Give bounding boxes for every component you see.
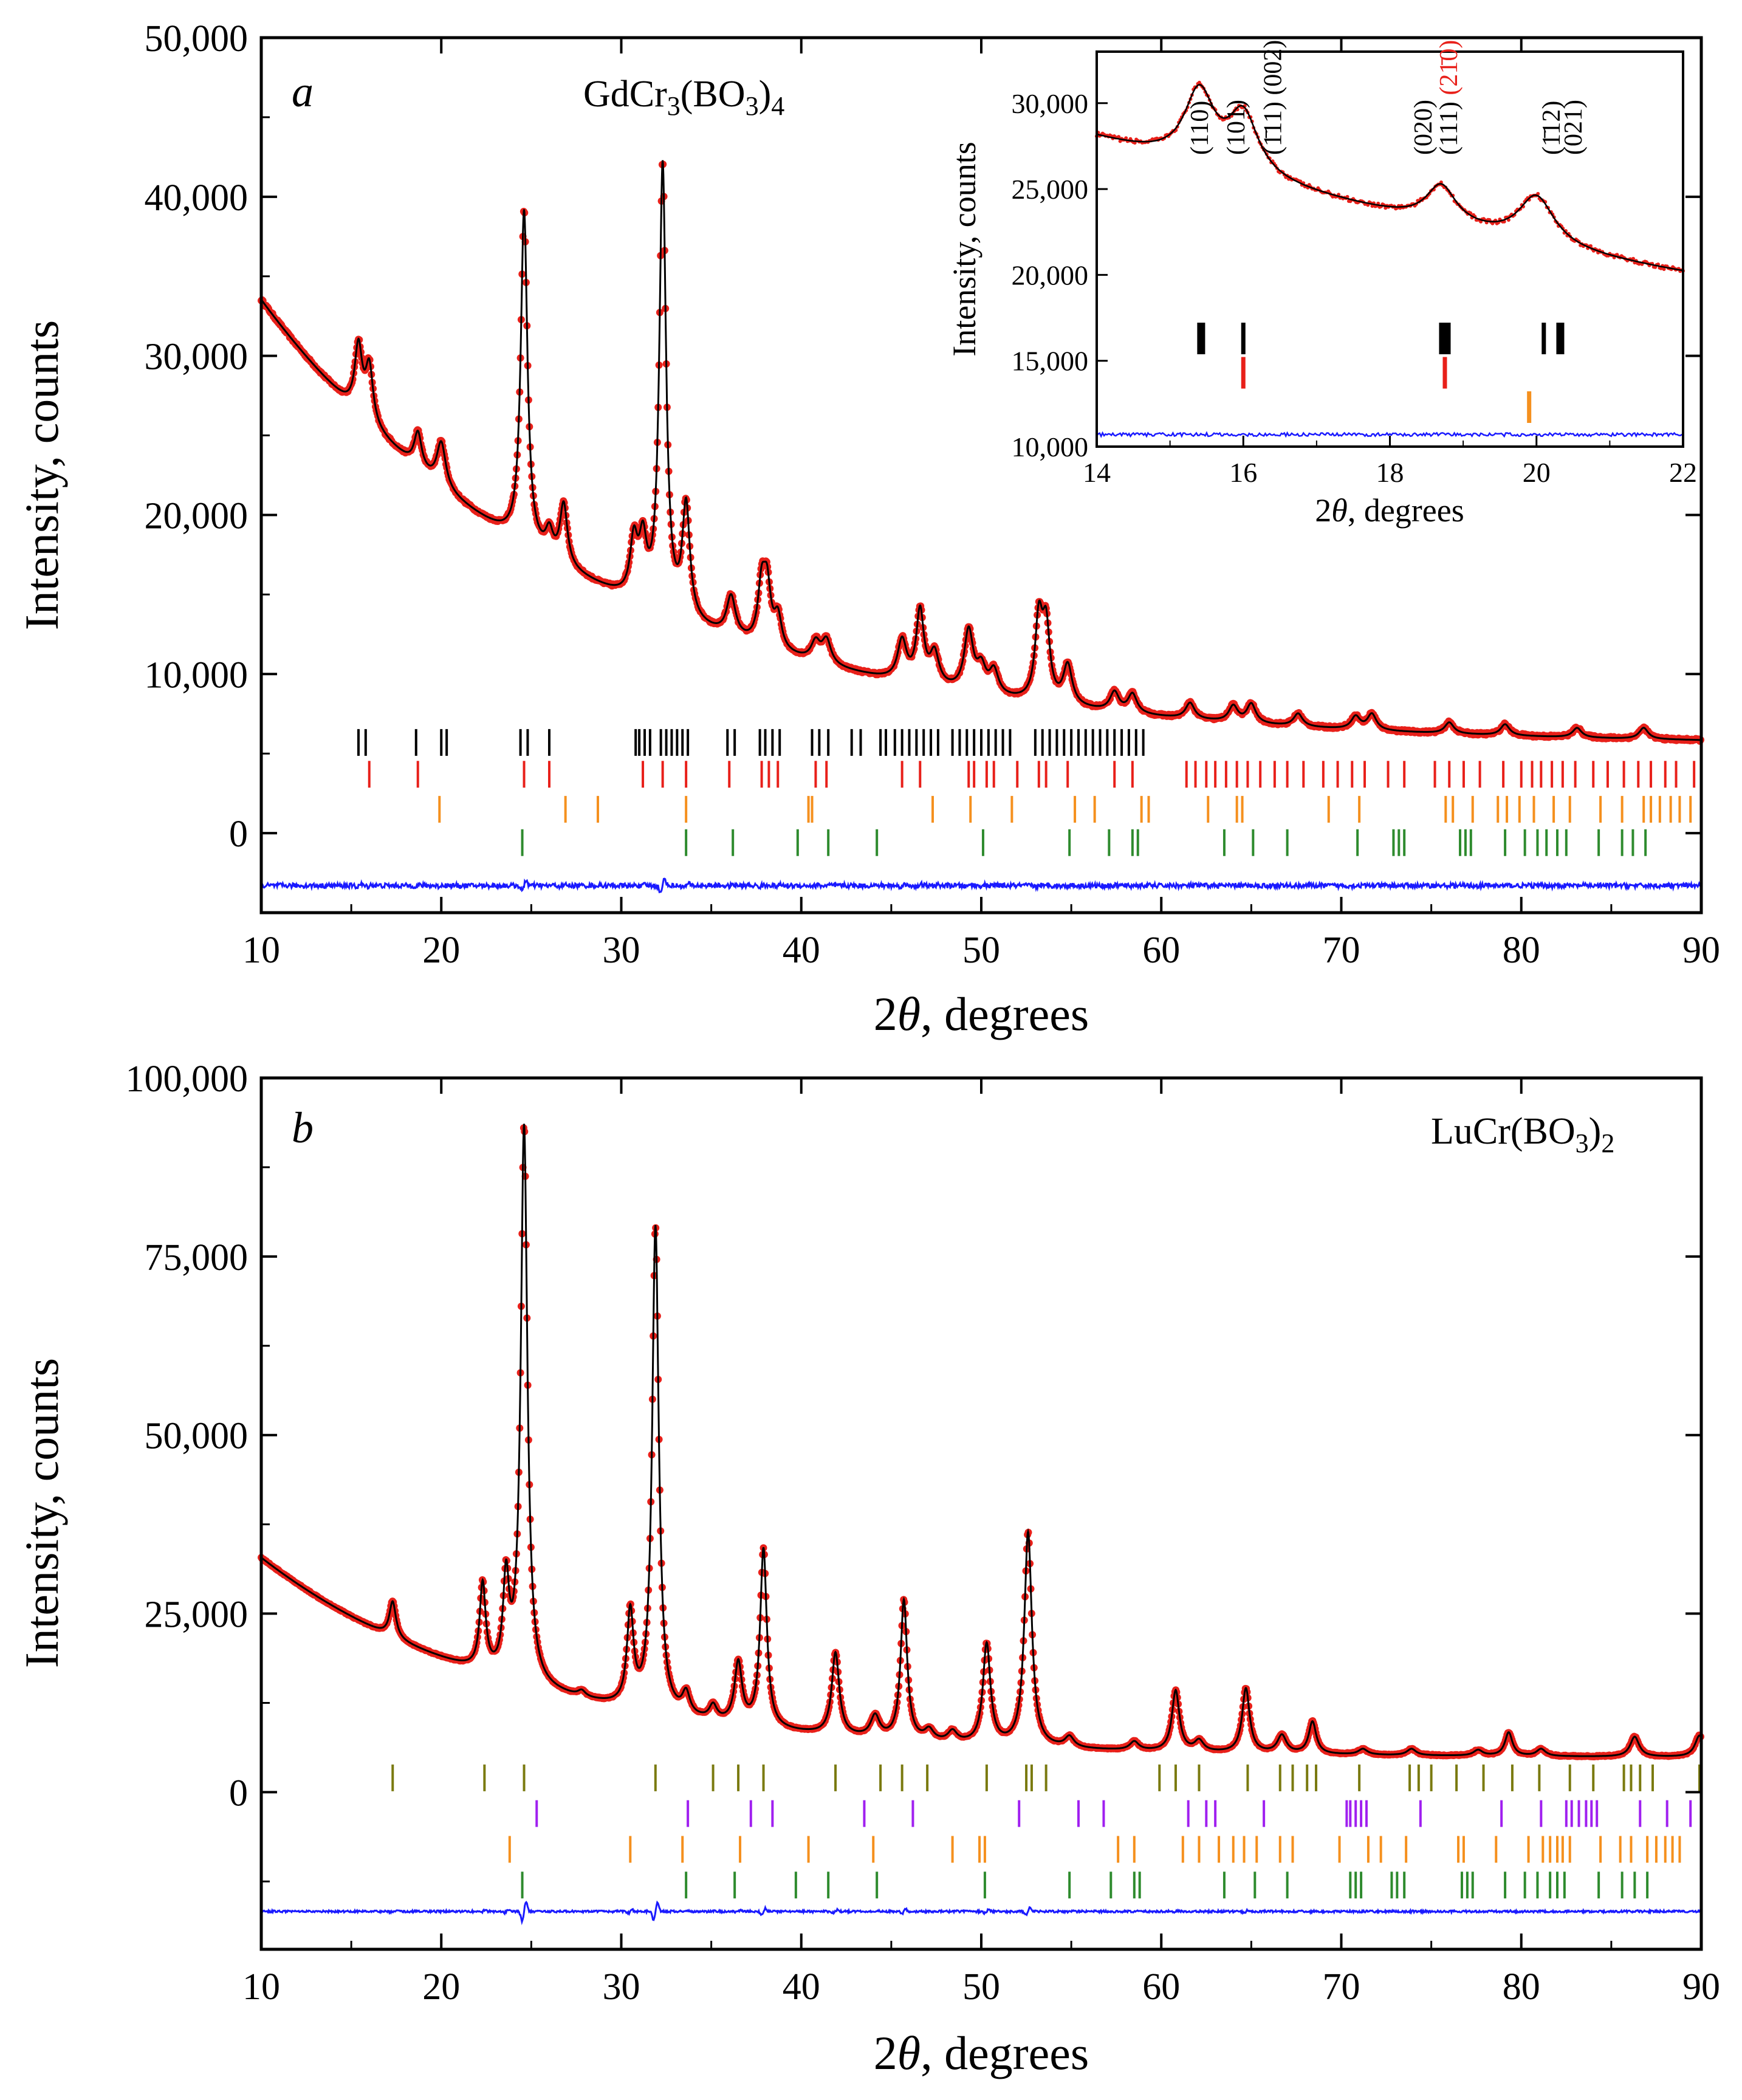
inset-ylabel: Intensity, counts bbox=[946, 142, 982, 356]
panel-b-ylabel: Intensity, counts bbox=[15, 1358, 68, 1669]
y-tick-label: 25,000 bbox=[145, 1594, 249, 1636]
x-tick-label: 70 bbox=[1323, 1966, 1360, 2008]
inset-x-tick-label: 22 bbox=[1669, 457, 1697, 488]
inset-xlabel: 2θ, degrees bbox=[1315, 492, 1464, 529]
x-tick-label: 20 bbox=[422, 1966, 460, 2008]
y-tick-label: 20,000 bbox=[145, 495, 249, 537]
y-tick-label: 40,000 bbox=[145, 177, 249, 219]
x-tick-label: 20 bbox=[422, 930, 460, 971]
inset-y-tick-label: 20,000 bbox=[1012, 259, 1089, 290]
inset-y-tick-label: 10,000 bbox=[1012, 431, 1089, 462]
inset-x-tick-label: 18 bbox=[1376, 457, 1404, 488]
x-tick-label: 60 bbox=[1142, 1966, 1180, 2008]
panel-a-ylabel: Intensity, counts bbox=[15, 320, 68, 631]
x-tick-label: 10 bbox=[242, 930, 280, 971]
panel-a-xlabel: 2θ, degrees bbox=[874, 987, 1089, 1040]
x-tick-label: 90 bbox=[1682, 930, 1720, 971]
panel-b-letter: b bbox=[292, 1103, 314, 1152]
hkl-label: (111) (21̄0) bbox=[1435, 40, 1463, 155]
inset-x-tick-label: 16 bbox=[1229, 457, 1257, 488]
x-tick-label: 80 bbox=[1503, 930, 1540, 971]
panel-b-xlabel: 2θ, degrees bbox=[874, 2026, 1089, 2079]
x-tick-label: 30 bbox=[603, 1966, 640, 2008]
y-tick-label: 10,000 bbox=[145, 654, 249, 696]
panel-a-chart: 10 20 30 40 50 60 70 80 90 0 10,000 20,000 30,000 40,… bbox=[15, 18, 1720, 1040]
x-tick-label: 80 bbox=[1503, 1966, 1540, 2008]
y-tick-label: 0 bbox=[229, 814, 248, 855]
x-tick-label: 10 bbox=[242, 1966, 280, 2008]
hkl-label: (021) bbox=[1560, 100, 1588, 155]
hkl-label: (110) bbox=[1186, 101, 1214, 155]
x-tick-label: 60 bbox=[1142, 930, 1180, 971]
hkl-label: (1̄11) (002) bbox=[1260, 40, 1288, 155]
y-tick-label: 0 bbox=[229, 1772, 248, 1814]
y-tick-label: 30,000 bbox=[145, 337, 249, 378]
inset-y-tick-label: 30,000 bbox=[1012, 88, 1089, 119]
inset-x-tick-label: 20 bbox=[1523, 457, 1551, 488]
x-tick-label: 70 bbox=[1323, 930, 1360, 971]
x-tick-label: 50 bbox=[962, 1966, 1000, 2008]
inset-y-tick-label: 25,000 bbox=[1012, 174, 1089, 205]
y-tick-label: 75,000 bbox=[145, 1237, 249, 1278]
x-tick-label: 40 bbox=[783, 930, 820, 971]
hkl-label: (101) bbox=[1222, 100, 1250, 155]
y-tick-label: 100,000 bbox=[126, 1059, 249, 1100]
y-tick-label: 50,000 bbox=[145, 1416, 249, 1457]
x-tick-label: 90 bbox=[1682, 1966, 1720, 2008]
hkl-label: (020) bbox=[1410, 100, 1438, 155]
inset-y-tick-label: 15,000 bbox=[1012, 346, 1089, 377]
panel-a-letter: a bbox=[292, 67, 314, 116]
x-tick-label: 30 bbox=[603, 930, 640, 971]
x-tick-label: 40 bbox=[783, 1966, 820, 2008]
x-tick-label: 50 bbox=[962, 930, 1000, 971]
y-tick-label: 50,000 bbox=[145, 18, 249, 60]
panel-a-plot-area bbox=[258, 160, 1704, 894]
